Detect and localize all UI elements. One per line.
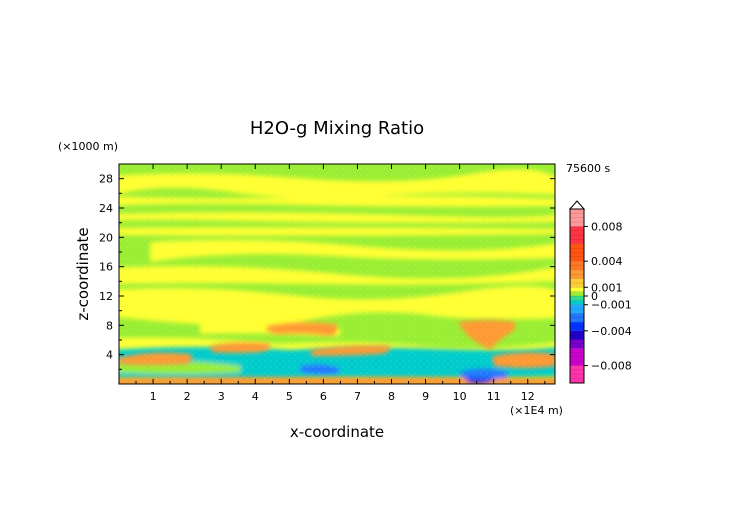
y-tick-label: 20 [99,231,113,244]
y-tick-label: 12 [99,290,113,303]
y-unit-label: (×1000 m) [58,140,118,153]
y-tick-label: 24 [99,202,113,215]
colorbar-extend-arrow [568,200,586,210]
colorbar-band [570,243,584,262]
plot-frame [118,163,556,385]
colorbar-band [570,209,584,227]
colorbar-tick-label: −0.008 [591,360,632,373]
x-tick-label: 4 [252,390,259,403]
x-tick-label: 6 [320,390,327,403]
colorbar-tick-label: 0 [591,290,598,303]
x-tick-label: 8 [388,390,395,403]
x-tick-label: 2 [184,390,191,403]
colorbar-band [570,348,584,366]
x-tick-label: 3 [218,390,225,403]
colorbar-band [570,296,584,301]
x-unit-label: (×1E4 m) [510,404,563,417]
colorbar-band [570,261,584,270]
x-tick-label: 7 [354,390,361,403]
chart-title: H2O-g Mixing Ratio [250,118,424,139]
x-tick-label: 12 [521,390,535,403]
colorbar-bands [570,209,584,383]
colorbar-tick-label: −0.004 [591,325,632,338]
colorbar-band [570,313,584,323]
x-ticks: 1 2 3 4 5 6 7 8 9 10 11 12 [135,164,546,403]
colorbar-band [570,365,584,383]
y-tick-label: 16 [99,261,113,274]
colorbar-band [570,291,584,296]
x-tick-label: 11 [487,390,501,403]
time-label: 75600 s [566,162,610,175]
y-ticks: 4 8 12 16 20 24 28 [99,173,555,370]
y-tick-label: 28 [99,173,113,186]
colorbar-band [570,300,584,305]
y-tick-label: 4 [106,349,113,362]
heatmap-field [119,164,555,384]
colorbar-band [570,339,584,349]
colorbar-band [570,269,584,279]
x-tick-label: 1 [150,390,157,403]
colorbar-band [570,322,584,331]
y-tick-label: 8 [106,319,113,332]
x-tick-label: 9 [422,390,429,403]
colorbar-band [570,287,584,292]
x-axis-label: x-coordinate [290,423,384,441]
colorbar-tick-label: 0.008 [591,220,623,233]
y-axis-label: z-coordinate [74,227,92,320]
x-tick-label: 10 [453,390,467,403]
colorbar-band [570,304,584,314]
colorbar-tick-label: 0.001 [591,281,623,294]
field-texture [119,164,555,384]
colorbar-band [570,226,584,244]
colorbar-tick-label: −0.001 [591,299,632,312]
x-tick-label: 5 [286,390,293,403]
colorbar-band [570,278,584,288]
colorbar-tick-label: 0.004 [591,255,623,268]
colorbar-band [570,330,584,340]
